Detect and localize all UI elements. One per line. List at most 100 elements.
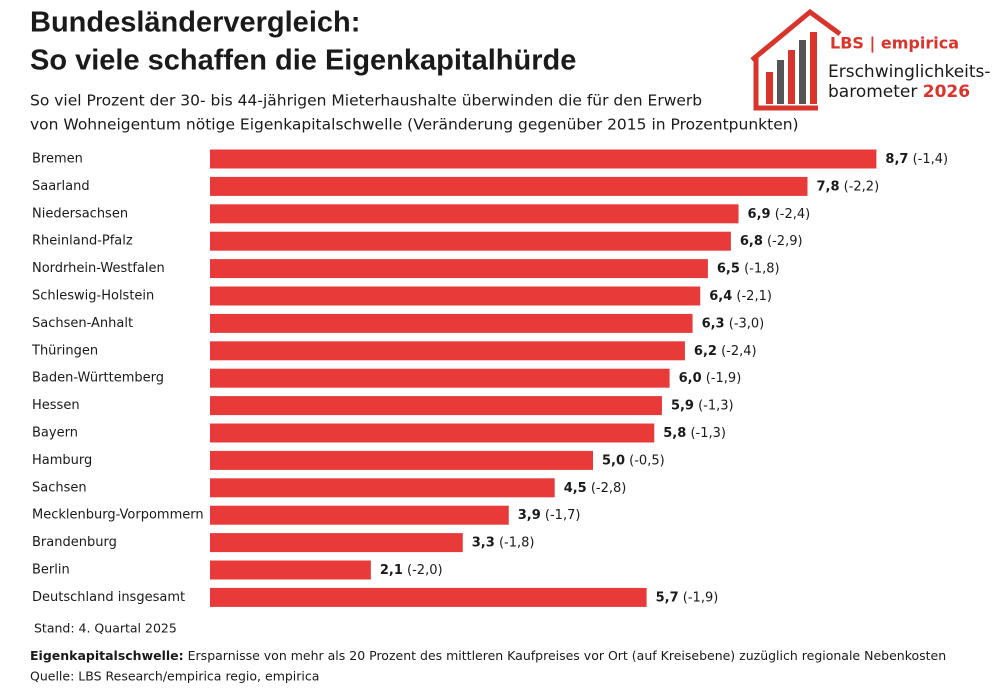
value-label-group: 6,0 (-1,9) bbox=[679, 371, 742, 386]
change-label: (-1,9) bbox=[683, 590, 719, 605]
definition-term: Eigenkapitalschwelle: bbox=[30, 648, 184, 663]
change-label: (-2,2) bbox=[844, 179, 880, 194]
logo-bar bbox=[810, 32, 817, 104]
value-label: 6,2 bbox=[694, 343, 717, 358]
value-label: 6,9 bbox=[748, 206, 771, 221]
change-label: (-2,4) bbox=[775, 206, 811, 221]
bar bbox=[210, 231, 731, 251]
category-label: Sachsen-Anhalt bbox=[32, 316, 133, 331]
value-label-group: 7,8 (-2,2) bbox=[816, 179, 879, 194]
value-label: 8,7 bbox=[885, 152, 908, 167]
category-label: Baden-Württemberg bbox=[32, 371, 164, 386]
category-label: Saarland bbox=[32, 179, 90, 194]
change-label: (-1,3) bbox=[698, 398, 734, 413]
value-label-group: 6,4 (-2,1) bbox=[709, 289, 772, 304]
bar bbox=[210, 423, 655, 443]
category-label: Thüringen bbox=[31, 343, 98, 358]
logo-text: Erschwinglichkeits- bbox=[828, 62, 991, 82]
value-label: 4,5 bbox=[564, 480, 587, 495]
bar bbox=[210, 341, 685, 361]
category-label: Bayern bbox=[32, 426, 78, 441]
subtitle: von Wohneigentum nötige Eigenkapitalschw… bbox=[30, 116, 799, 134]
change-label: (-1,9) bbox=[706, 371, 742, 386]
value-label: 7,8 bbox=[816, 179, 839, 194]
value-label-group: 6,5 (-1,8) bbox=[717, 261, 780, 276]
value-label: 5,0 bbox=[602, 453, 625, 468]
logo-wall bbox=[753, 58, 818, 111]
category-label: Hamburg bbox=[32, 453, 92, 468]
chart-title: So viele schaffen die Eigenkapitalhürde bbox=[30, 45, 576, 77]
value-label: 5,8 bbox=[663, 426, 686, 441]
change-label: (-0,5) bbox=[629, 453, 665, 468]
value-label: 6,8 bbox=[740, 234, 763, 249]
change-label: (-1,7) bbox=[545, 508, 581, 523]
category-label: Schleswig-Holstein bbox=[32, 289, 154, 304]
value-label-group: 3,9 (-1,7) bbox=[518, 508, 581, 523]
value-label-group: 5,9 (-1,3) bbox=[671, 398, 734, 413]
value-label: 3,3 bbox=[472, 535, 495, 550]
definition-text: Ersparnisse von mehr als 20 Prozent des … bbox=[188, 648, 947, 663]
category-label: Hessen bbox=[32, 398, 80, 413]
value-label-group: 6,3 (-3,0) bbox=[702, 316, 765, 331]
category-label: Niedersachsen bbox=[32, 206, 128, 221]
value-label-group: 4,5 (-2,8) bbox=[564, 480, 627, 495]
definition: Eigenkapitalschwelle: Ersparnisse von me… bbox=[30, 648, 946, 663]
category-label: Sachsen bbox=[32, 480, 87, 495]
change-label: (-2,8) bbox=[591, 480, 627, 495]
change-label: (-1,4) bbox=[913, 152, 949, 167]
change-label: (-2,4) bbox=[721, 343, 757, 358]
bar bbox=[210, 204, 739, 224]
source: Quelle: LBS Research/empirica regio, emp… bbox=[30, 669, 319, 684]
bar bbox=[210, 149, 877, 169]
change-label: (-2,1) bbox=[736, 289, 772, 304]
value-label-group: 2,1 (-2,0) bbox=[380, 563, 443, 578]
logo-bar bbox=[766, 72, 773, 104]
logo-brand: LBS | empirica bbox=[830, 34, 959, 54]
logo-text: barometer 2026 bbox=[828, 82, 970, 102]
bar bbox=[210, 450, 593, 470]
category-label: Nordrhein-Westfalen bbox=[32, 261, 165, 276]
value-label-group: 6,8 (-2,9) bbox=[740, 234, 803, 249]
change-label: (-2,9) bbox=[767, 234, 803, 249]
value-label: 5,9 bbox=[671, 398, 694, 413]
category-label: Brandenburg bbox=[32, 535, 117, 550]
value-label-group: 5,7 (-1,9) bbox=[656, 590, 719, 605]
bar bbox=[210, 396, 662, 416]
value-label-group: 5,8 (-1,3) bbox=[663, 426, 726, 441]
bar bbox=[210, 533, 463, 553]
value-label: 6,4 bbox=[709, 289, 732, 304]
bar bbox=[210, 313, 693, 333]
change-label: (-3,0) bbox=[729, 316, 765, 331]
logo-bar bbox=[799, 40, 806, 104]
bar bbox=[210, 368, 670, 388]
logo: LBS | empirica Erschwinglichkeits- barom… bbox=[750, 8, 991, 111]
value-label-group: 6,9 (-2,4) bbox=[748, 206, 811, 221]
value-label: 3,9 bbox=[518, 508, 541, 523]
chart-title: Bundesländervergleich: bbox=[30, 7, 360, 39]
value-label: 5,7 bbox=[656, 590, 679, 605]
subtitle: So viel Prozent der 30- bis 44-jährigen … bbox=[30, 92, 702, 110]
value-label-group: 5,0 (-0,5) bbox=[602, 453, 665, 468]
bar bbox=[210, 505, 509, 525]
value-label-group: 3,3 (-1,8) bbox=[472, 535, 535, 550]
bar bbox=[210, 587, 647, 607]
change-label: (-1,8) bbox=[744, 261, 780, 276]
logo-bar bbox=[777, 60, 784, 104]
change-label: (-2,0) bbox=[407, 563, 443, 578]
bar bbox=[210, 560, 371, 580]
category-label: Mecklenburg-Vorpommern bbox=[32, 508, 204, 523]
value-label-group: 8,7 (-1,4) bbox=[885, 152, 948, 167]
value-label-group: 6,2 (-2,4) bbox=[694, 343, 757, 358]
change-label: (-1,3) bbox=[690, 426, 726, 441]
category-label: Berlin bbox=[32, 563, 70, 578]
change-label: (-1,8) bbox=[499, 535, 535, 550]
category-label: Bremen bbox=[32, 152, 83, 167]
bar bbox=[210, 478, 555, 498]
category-label: Deutschland insgesamt bbox=[32, 590, 185, 605]
bar bbox=[210, 176, 808, 196]
bar bbox=[210, 259, 708, 279]
value-label: 6,5 bbox=[717, 261, 740, 276]
bar bbox=[210, 286, 701, 306]
value-label: 6,3 bbox=[702, 316, 725, 331]
